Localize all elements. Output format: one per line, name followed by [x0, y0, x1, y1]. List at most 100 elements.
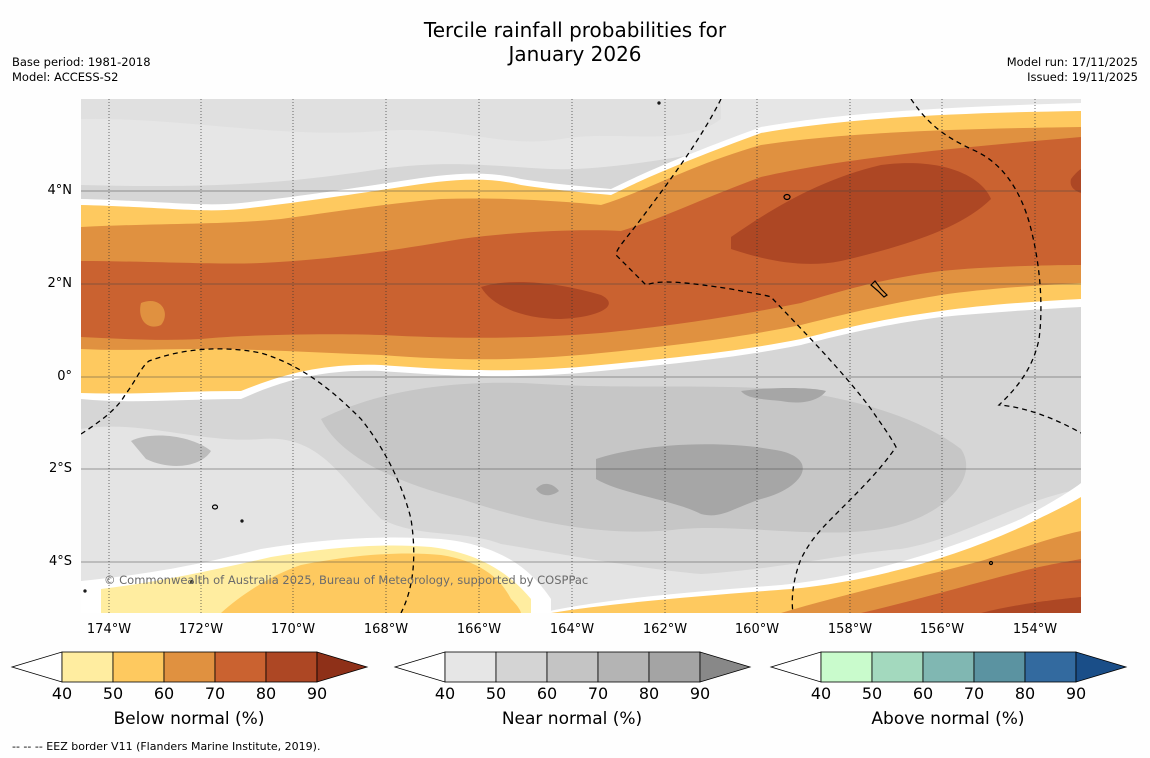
swatch-above-normal-under [769, 651, 822, 683]
colorbar-tick: 80 [638, 684, 660, 703]
model-info: Base period: 1981-2018 Model: ACCESS-S2 [12, 55, 151, 85]
colorbar-tick: 40 [810, 684, 832, 703]
swatch-near-normal-60-70 [546, 651, 599, 683]
colorbar-tick: 70 [204, 684, 226, 703]
island-kiritimati-north [783, 193, 791, 201]
title-line-1: Tercile rainfall probabilities for [423, 18, 727, 42]
island-sw-4 [83, 589, 87, 593]
colorbar-title-above-normal: Above normal (%) [871, 709, 1025, 729]
swatch-above-normal-40-50 [820, 651, 873, 683]
lon-label: 154°W [1012, 622, 1058, 637]
map-title: Tercile rainfall probabilities for Janua… [0, 18, 1150, 66]
eez-border-center [615, 99, 897, 613]
copyright-notice: © Commonwealth of Australia 2025, Bureau… [104, 573, 589, 587]
title-line-2: January 2026 [508, 42, 642, 66]
below-normal-80-patch-2 [731, 163, 991, 264]
lat-label: 2°N [47, 276, 73, 291]
map-canvas [81, 99, 1081, 613]
near-normal-light-north [81, 99, 721, 142]
colorbar-near-normal-swatches [393, 651, 752, 683]
lon-label: 172°W [178, 622, 224, 637]
lon-label: 174°W [86, 622, 132, 637]
model-run-date: Model run: 17/11/2025 [1006, 55, 1138, 69]
colorbar-above-normal [769, 650, 1129, 684]
lon-label: 164°W [549, 622, 595, 637]
near-normal-70-patch-2 [741, 388, 826, 403]
swatch-near-normal-40-50 [444, 651, 497, 683]
below-normal-80-patch-1 [481, 281, 609, 319]
swatch-below-normal-over [316, 651, 369, 683]
below-normal-80-patch-3 [1070, 169, 1081, 193]
colorbar-below-normal-swatches [10, 651, 369, 683]
colorbar-below-normal [10, 650, 370, 684]
lat-label: 2°S [48, 461, 72, 476]
eez-border-east [910, 99, 1081, 434]
eez-footnote: -- -- -- EEZ border V11 (Flanders Marine… [12, 740, 321, 753]
near-normal-70-core [596, 444, 803, 516]
colorbar-tick: 40 [51, 684, 73, 703]
colorbar-tick: 50 [102, 684, 124, 703]
island-sw-2 [240, 519, 244, 523]
colorbar-tick: 50 [485, 684, 507, 703]
grid [81, 190, 1081, 563]
issued-date: Issued: 19/11/2025 [1027, 70, 1138, 84]
swatch-below-normal-under [10, 651, 63, 683]
lat-label: 4°S [48, 554, 72, 569]
swatch-below-normal-70-80 [214, 651, 267, 683]
probability-map [81, 99, 1081, 613]
colorbar-tick: 60 [912, 684, 934, 703]
swatch-near-normal-80-90 [648, 651, 701, 683]
colorbar-tick: 90 [689, 684, 711, 703]
swatch-above-normal-over [1075, 651, 1128, 683]
lon-label: 162°W [642, 622, 688, 637]
colorbar-tick: 70 [963, 684, 985, 703]
colorbar-tick: 70 [587, 684, 609, 703]
lon-label: 170°W [270, 622, 316, 637]
near-normal-60-west [131, 435, 211, 466]
lon-label: 160°W [734, 622, 780, 637]
swatch-near-normal-50-60 [495, 651, 548, 683]
lon-label: 156°W [919, 622, 965, 637]
colorbar-near-normal [393, 650, 753, 684]
lon-label: 166°W [456, 622, 502, 637]
swatch-above-normal-80-90 [1024, 651, 1077, 683]
model-name: Model: ACCESS-S2 [12, 70, 119, 84]
swatch-near-normal-70-80 [597, 651, 650, 683]
colorbar-tick: 60 [153, 684, 175, 703]
run-info: Model run: 17/11/2025 Issued: 19/11/2025 [1007, 55, 1138, 85]
island-kiritimati [870, 280, 888, 298]
island-sw-1 [211, 504, 219, 510]
lon-label: 158°W [827, 622, 873, 637]
near-normal-70-patch [536, 483, 559, 496]
below-normal-60-patch [140, 301, 165, 327]
below-normal-60-sw [221, 553, 521, 613]
swatch-above-normal-50-60 [871, 651, 924, 683]
colorbar-tick: 80 [255, 684, 277, 703]
colorbar-tick: 60 [536, 684, 558, 703]
swatch-near-normal-under [393, 651, 446, 683]
colorbar-title-below-normal: Below normal (%) [113, 709, 265, 729]
colorbar-tick: 40 [434, 684, 456, 703]
lat-label: 0° [57, 369, 72, 384]
colorbar-title-near-normal: Near normal (%) [501, 709, 643, 729]
colorbar-above-normal-swatches [769, 651, 1128, 683]
islands [83, 101, 994, 593]
swatch-below-normal-80-90 [265, 651, 318, 683]
swatch-above-normal-60-70 [922, 651, 975, 683]
island-sw-3 [190, 580, 194, 584]
island-north [657, 101, 661, 105]
swatch-below-normal-50-60 [112, 651, 165, 683]
island-se [988, 560, 994, 566]
below-normal-80-se [981, 597, 1081, 613]
eez-borders [81, 99, 1081, 613]
swatch-near-normal-over [699, 651, 752, 683]
colorbar-tick: 90 [306, 684, 328, 703]
colorbar-tick: 80 [1014, 684, 1036, 703]
base-period: Base period: 1981-2018 [12, 55, 151, 69]
swatch-above-normal-70-80 [973, 651, 1026, 683]
lon-label: 168°W [363, 622, 409, 637]
colorbar-tick: 50 [861, 684, 883, 703]
lat-label: 4°N [47, 183, 73, 198]
colorbar-tick: 90 [1065, 684, 1087, 703]
eez-border-west [81, 348, 415, 613]
